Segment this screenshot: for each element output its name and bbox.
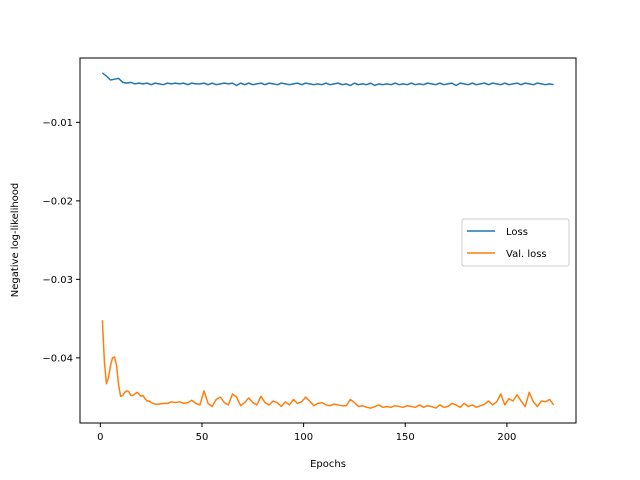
y-tick-label: −0.04	[42, 353, 73, 364]
legend-label-val-loss: Val. loss	[506, 249, 547, 260]
series-line-loss	[101, 72, 554, 87]
x-tick-label: 150	[396, 432, 415, 443]
x-tick-label: 100	[294, 432, 313, 443]
y-axis: −0.01 −0.02 −0.03 −0.04	[42, 118, 80, 364]
plot-frame	[79, 57, 577, 424]
x-tick-label: 200	[497, 432, 516, 443]
y-tick-label: −0.02	[42, 196, 73, 207]
y-tick-label: −0.03	[42, 275, 73, 286]
series-layer	[101, 72, 555, 409]
legend-label-loss: Loss	[506, 227, 528, 238]
y-axis-label: Negative log-likelihood	[10, 183, 21, 298]
series-line-val-loss	[101, 320, 555, 409]
legend: Loss Val. loss	[461, 218, 570, 267]
y-tick-label: −0.01	[42, 118, 73, 129]
x-tick-label: 50	[196, 432, 209, 443]
x-axis-label: Epochs	[310, 459, 346, 470]
x-axis: 0 50 100 150 200	[97, 423, 516, 443]
x-tick-label: 0	[97, 432, 103, 443]
